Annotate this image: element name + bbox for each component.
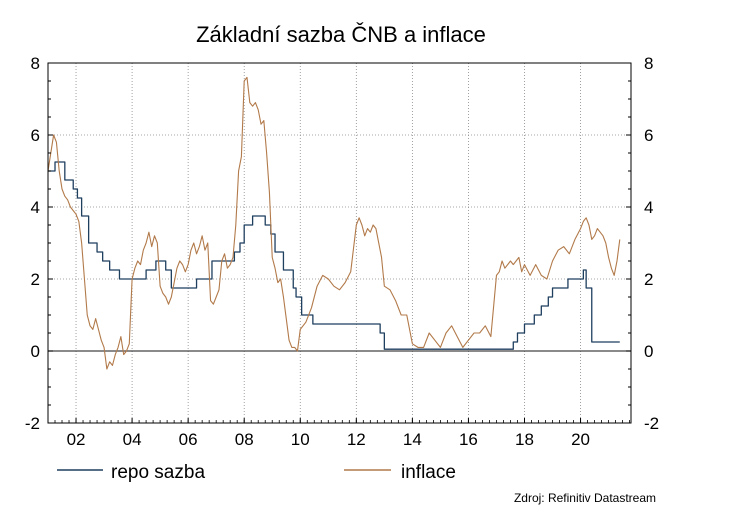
legend-label-repo-sazba: repo sazba — [111, 462, 205, 483]
x-tick-label: 08 — [235, 430, 254, 449]
y-tick-label-left: 6 — [31, 126, 40, 145]
y-tick-label-right: 2 — [644, 270, 653, 289]
source-note: Zdroj: Refinitiv Datastream — [514, 491, 656, 505]
y-tick-label-right: 6 — [644, 126, 653, 145]
y-tick-label-left: 4 — [31, 198, 40, 217]
y-tick-label-left: 0 — [31, 342, 40, 361]
series-line-repo-sazba — [48, 161, 620, 350]
y-axis-left: -2 0 2 4 6 8 — [25, 54, 53, 433]
series-line-inflace — [47, 76, 621, 370]
x-tick-label: 18 — [515, 430, 534, 449]
legend: repo sazba inflace — [57, 462, 456, 483]
x-tick-label: 04 — [123, 430, 142, 449]
y-tick-label-left: -2 — [25, 414, 40, 433]
series-lines — [47, 76, 621, 370]
y-tick-label-right: 8 — [644, 54, 653, 73]
legend-label-inflace: inflace — [401, 462, 456, 483]
x-tick-label: 12 — [347, 430, 366, 449]
y-tick-label-right: 4 — [644, 198, 653, 217]
x-tick-label: 06 — [179, 430, 198, 449]
x-axis: 02 04 06 08 10 12 14 16 18 20 — [47, 418, 630, 449]
x-tick-label: 14 — [403, 430, 422, 449]
y-tick-label-right: -2 — [644, 414, 659, 433]
chart-title: Základní sazba ČNB a inflace — [196, 22, 486, 47]
x-tick-label: 10 — [291, 430, 310, 449]
y-axis-right: -2 0 2 4 6 8 — [626, 54, 659, 433]
x-tick-label: 16 — [459, 430, 478, 449]
y-tick-label-left: 8 — [31, 54, 40, 73]
x-tick-label: 20 — [571, 430, 590, 449]
x-tick-label: 02 — [67, 430, 86, 449]
y-tick-label-right: 0 — [644, 342, 653, 361]
y-tick-label-left: 2 — [31, 270, 40, 289]
plot-area — [48, 63, 631, 423]
